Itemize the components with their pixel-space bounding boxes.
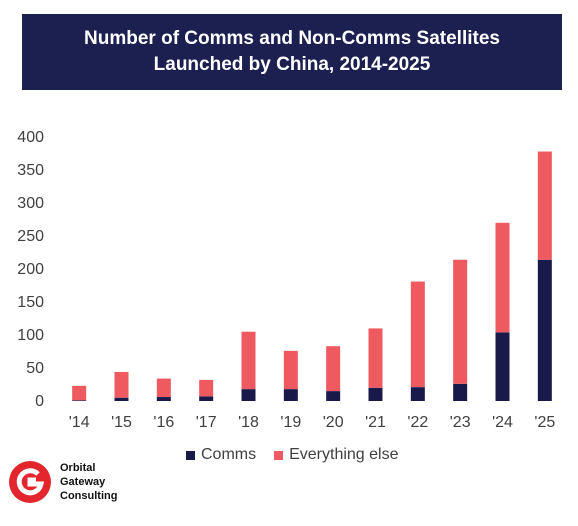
logo-g-icon bbox=[9, 461, 51, 503]
y-tick-label: 300 bbox=[17, 195, 44, 212]
bar-segment-comms bbox=[199, 396, 214, 401]
bar-segment-comms bbox=[537, 259, 552, 401]
bar-segment-everything-else bbox=[283, 350, 298, 390]
x-tick-label: '23 bbox=[450, 414, 471, 431]
bar-segment-comms bbox=[495, 332, 510, 401]
bar-segment-everything-else bbox=[495, 222, 510, 333]
logo-text-line-1: Orbital bbox=[60, 462, 96, 474]
legend-label-everything-else: Everything else bbox=[289, 446, 399, 463]
y-tick-label: 0 bbox=[35, 393, 44, 410]
y-tick-label: 350 bbox=[17, 162, 44, 179]
x-tick-label: '14 bbox=[69, 414, 90, 431]
logo-text: Orbital Gateway Consulting bbox=[60, 461, 117, 503]
bar-segment-everything-else bbox=[72, 385, 87, 401]
x-tick-label: '16 bbox=[153, 414, 174, 431]
bar-segment-everything-else bbox=[199, 379, 214, 397]
bar-segment-comms bbox=[114, 397, 129, 401]
chart-legend: Comms Everything else bbox=[186, 444, 399, 466]
bar-segment-everything-else bbox=[537, 151, 552, 260]
legend-item-everything-else: Everything else bbox=[274, 446, 399, 464]
x-tick-label: '24 bbox=[492, 414, 513, 431]
bar-segment-comms bbox=[283, 389, 298, 401]
x-tick-label: '22 bbox=[407, 414, 428, 431]
y-tick-label: 100 bbox=[17, 327, 44, 344]
y-tick-label: 400 bbox=[17, 129, 44, 146]
y-tick-label: 200 bbox=[17, 261, 44, 278]
bar-segment-everything-else bbox=[326, 346, 341, 392]
y-tick-label: 250 bbox=[17, 228, 44, 245]
x-tick-label: '25 bbox=[534, 414, 555, 431]
x-tick-label: '19 bbox=[280, 414, 301, 431]
chart-title-line-1: Number of Comms and Non-Comms Satellites bbox=[84, 28, 500, 49]
bar-segment-comms bbox=[326, 391, 341, 401]
chart-title-line-2: Launched by China, 2014-2025 bbox=[153, 54, 431, 75]
legend-swatch-comms bbox=[186, 450, 195, 460]
y-tick-label: 150 bbox=[17, 294, 44, 311]
legend-label-comms: Comms bbox=[201, 446, 257, 463]
company-logo: Orbital Gateway Consulting bbox=[8, 460, 117, 504]
legend-item-comms: Comms bbox=[186, 446, 256, 464]
bar-segment-everything-else bbox=[114, 371, 129, 398]
bar-segment-comms bbox=[368, 387, 383, 401]
x-tick-label: '21 bbox=[365, 414, 386, 431]
y-tick-label: 50 bbox=[26, 360, 44, 377]
bar-segment-comms bbox=[241, 389, 256, 401]
x-tick-label: '18 bbox=[238, 414, 259, 431]
bar-segment-everything-else bbox=[156, 378, 171, 398]
x-tick-label: '20 bbox=[323, 414, 344, 431]
bar-segment-everything-else bbox=[241, 331, 256, 390]
x-tick-label: '17 bbox=[196, 414, 217, 431]
bar-segment-comms bbox=[72, 400, 87, 401]
bar-segment-everything-else bbox=[410, 281, 425, 388]
logo-text-line-3: Consulting bbox=[60, 490, 118, 502]
bar-segment-comms bbox=[156, 397, 171, 401]
x-tick-label: '15 bbox=[111, 414, 132, 431]
bar-segment-comms bbox=[453, 383, 468, 401]
bar-segment-comms bbox=[410, 387, 425, 401]
legend-swatch-everything-else bbox=[274, 450, 284, 460]
chart-title-banner: Number of Comms and Non-Comms Satellites… bbox=[22, 14, 562, 90]
bar-segment-everything-else bbox=[453, 259, 468, 384]
logo-text-line-2: Gateway bbox=[60, 476, 106, 488]
bar-segment-everything-else bbox=[368, 328, 383, 388]
